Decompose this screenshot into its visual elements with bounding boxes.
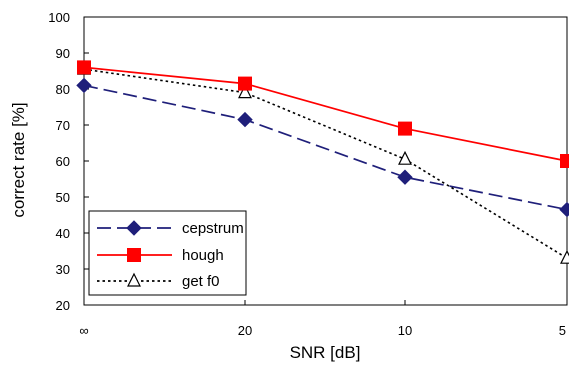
marker-open-triangle xyxy=(127,272,141,287)
x-axis-title: SNR [dB] xyxy=(290,343,361,362)
marker-diamond xyxy=(559,201,569,218)
marker-square xyxy=(127,248,141,262)
y-tick-label: 90 xyxy=(56,46,70,61)
series-hough xyxy=(77,60,569,168)
series-layer xyxy=(76,60,569,264)
marker-open-triangle xyxy=(238,84,252,99)
y-tick-label: 30 xyxy=(56,262,70,277)
marker-square xyxy=(560,154,569,168)
marker-diamond xyxy=(397,169,413,185)
series-cepstrum xyxy=(76,77,569,218)
x-tick-label: 5 xyxy=(559,323,566,338)
x-tick-label: 20 xyxy=(238,323,252,338)
legend-label: get f0 xyxy=(182,273,220,290)
x-tick-label: ∞ xyxy=(79,323,88,338)
y-axis-ticks: 20 30 40 50 60 70 80 90 100 xyxy=(48,10,89,313)
marker-square xyxy=(238,76,252,91)
series-line xyxy=(83,68,568,259)
y-tick-label: 80 xyxy=(56,82,70,97)
marker-open-triangle xyxy=(560,249,569,264)
marker-square xyxy=(77,60,91,75)
y-tick-label: 20 xyxy=(56,298,70,313)
marker-diamond xyxy=(237,111,253,128)
marker-diamond xyxy=(76,77,92,94)
y-tick-label: 60 xyxy=(56,154,70,169)
y-axis-title: correct rate [%] xyxy=(9,102,28,217)
series-line xyxy=(83,84,568,211)
y-tick-label: 70 xyxy=(56,118,70,133)
y-tick-label: 40 xyxy=(56,226,70,241)
marker-diamond xyxy=(126,220,142,236)
y-tick-label: 100 xyxy=(48,10,70,25)
x-tick-label: 10 xyxy=(398,323,412,338)
marker-open-triangle xyxy=(398,150,412,165)
legend-label: hough xyxy=(182,247,224,264)
y-tick-label: 50 xyxy=(56,190,70,205)
legend-label: cepstrum xyxy=(182,220,244,237)
x-axis-ticks: ∞ 20 10 5 xyxy=(79,300,568,338)
series-line xyxy=(83,66,568,162)
marker-square xyxy=(398,121,412,136)
legend: cepstrum hough get f0 xyxy=(88,210,247,296)
